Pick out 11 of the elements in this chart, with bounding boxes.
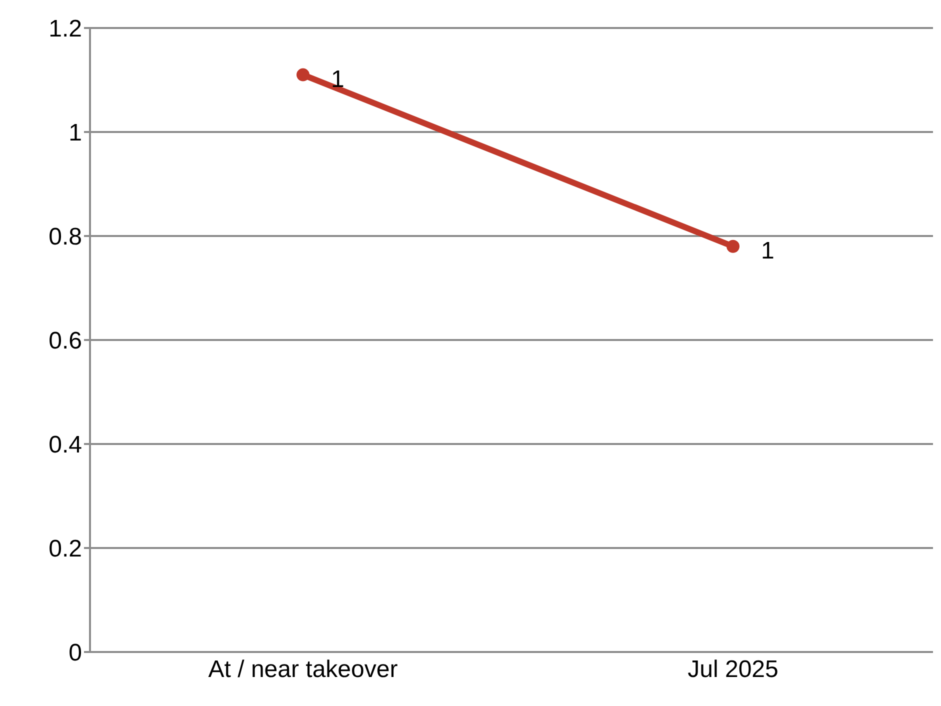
y-tick-label: 0.6 [48, 328, 82, 355]
data-label: 1 [331, 66, 344, 93]
x-tick-label: Jul 2025 [688, 656, 778, 684]
y-tick-label: 1.2 [48, 16, 82, 43]
x-tick-label: At / near takeover [208, 656, 398, 684]
y-tick-label: 0.8 [48, 224, 82, 251]
y-tick-label: 0.4 [48, 432, 82, 459]
data-label: 1 [761, 237, 774, 264]
y-tick-label: 1 [68, 120, 82, 147]
y-tick-label: 0.2 [48, 536, 82, 563]
y-tick-label: 0 [68, 640, 82, 667]
